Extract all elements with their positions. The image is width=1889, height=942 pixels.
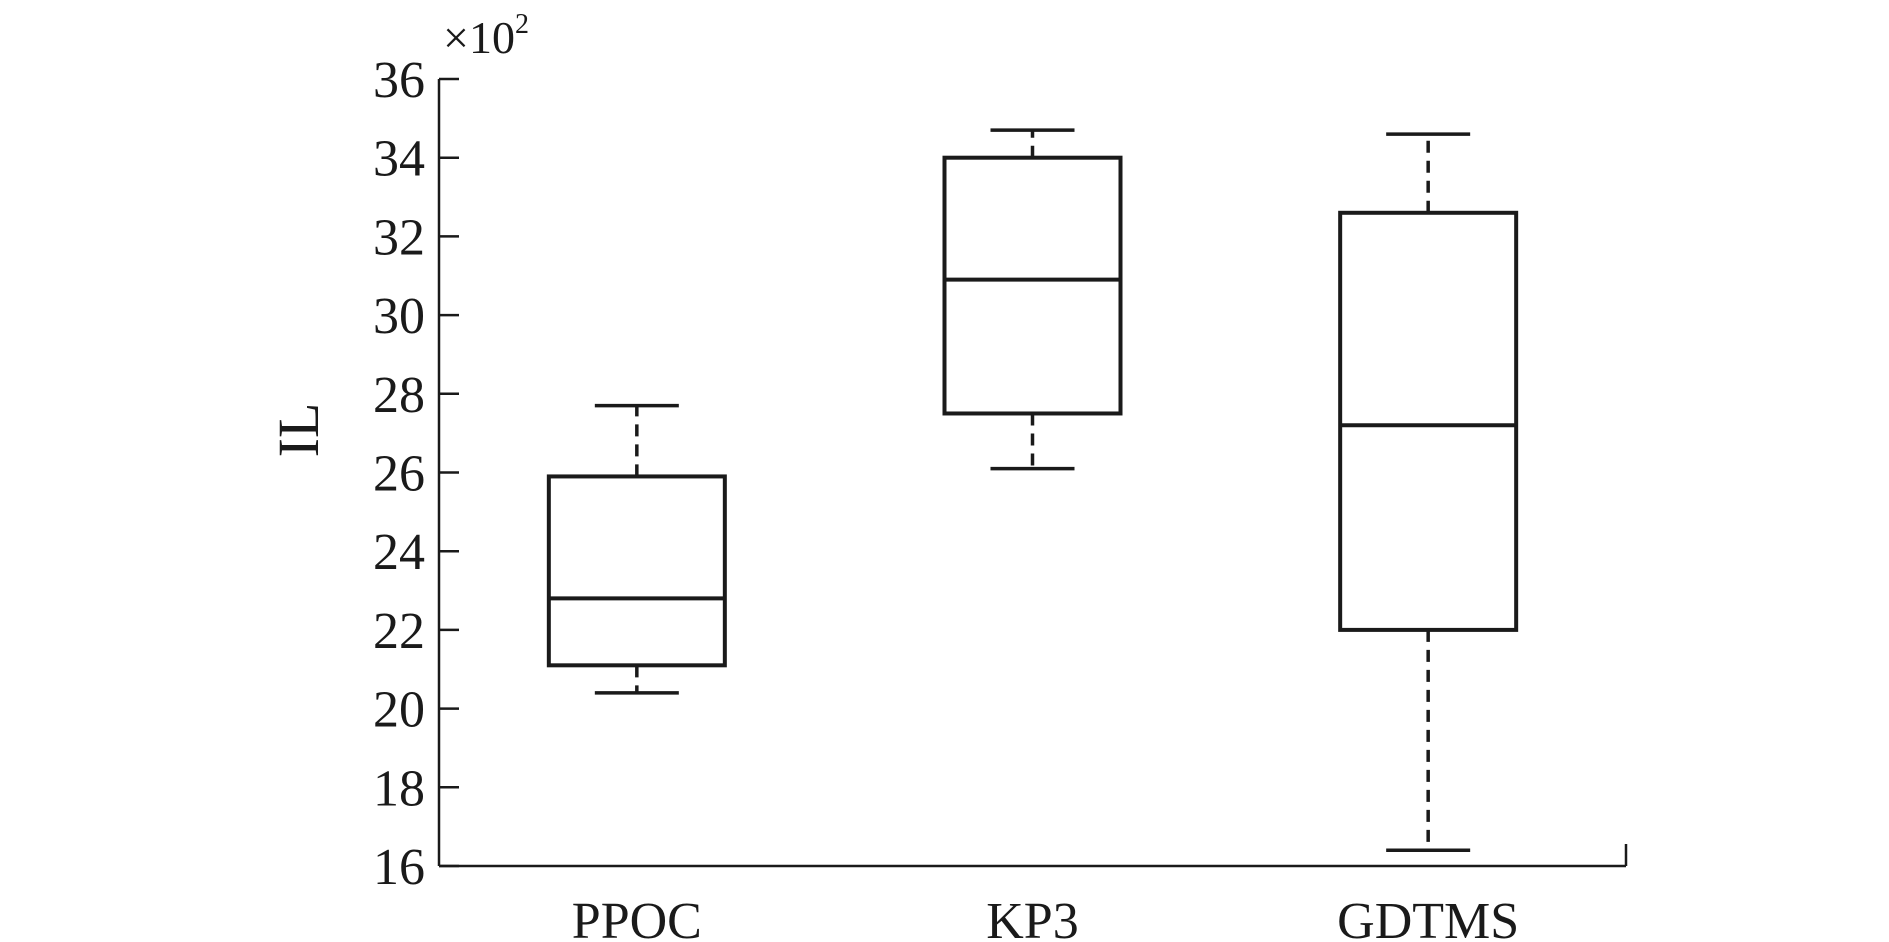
box-ppoc	[546, 403, 727, 695]
box-iqr	[942, 155, 1123, 416]
y-axis-scale-label: ×102	[443, 9, 529, 63]
y-tick-label: 32	[373, 209, 425, 266]
x-tick-label: KP3	[986, 893, 1078, 942]
y-tick-label: 18	[373, 760, 425, 817]
y-tick-label: 24	[373, 524, 425, 581]
y-tick-label: 36	[373, 52, 425, 109]
y-tick-label: 16	[373, 839, 425, 896]
y-tick-label: 22	[373, 603, 425, 660]
y-tick-label: 30	[373, 288, 425, 345]
y-tick-label: 28	[373, 367, 425, 424]
y-tick-label: 20	[373, 682, 425, 739]
y-tick-label: 34	[373, 131, 425, 188]
box-iqr	[546, 474, 727, 668]
y-axis: 16 18 20 22 24 26 28 30 32 34 36	[373, 52, 459, 896]
x-axis: PPOC KP3 GDTMS	[439, 844, 1628, 942]
y-tick-label: 26	[373, 446, 425, 503]
box-iqr	[1338, 210, 1519, 632]
box-kp3	[942, 128, 1123, 471]
box-gdtms	[1338, 132, 1519, 853]
y-axis-title: IL	[266, 403, 331, 458]
boxes	[546, 128, 1519, 853]
y-axis-scale-exponent: 2	[515, 9, 529, 40]
y-axis-scale-base: ×10	[443, 12, 515, 63]
x-tick-label: PPOC	[572, 893, 702, 942]
x-tick-label: GDTMS	[1337, 893, 1519, 942]
